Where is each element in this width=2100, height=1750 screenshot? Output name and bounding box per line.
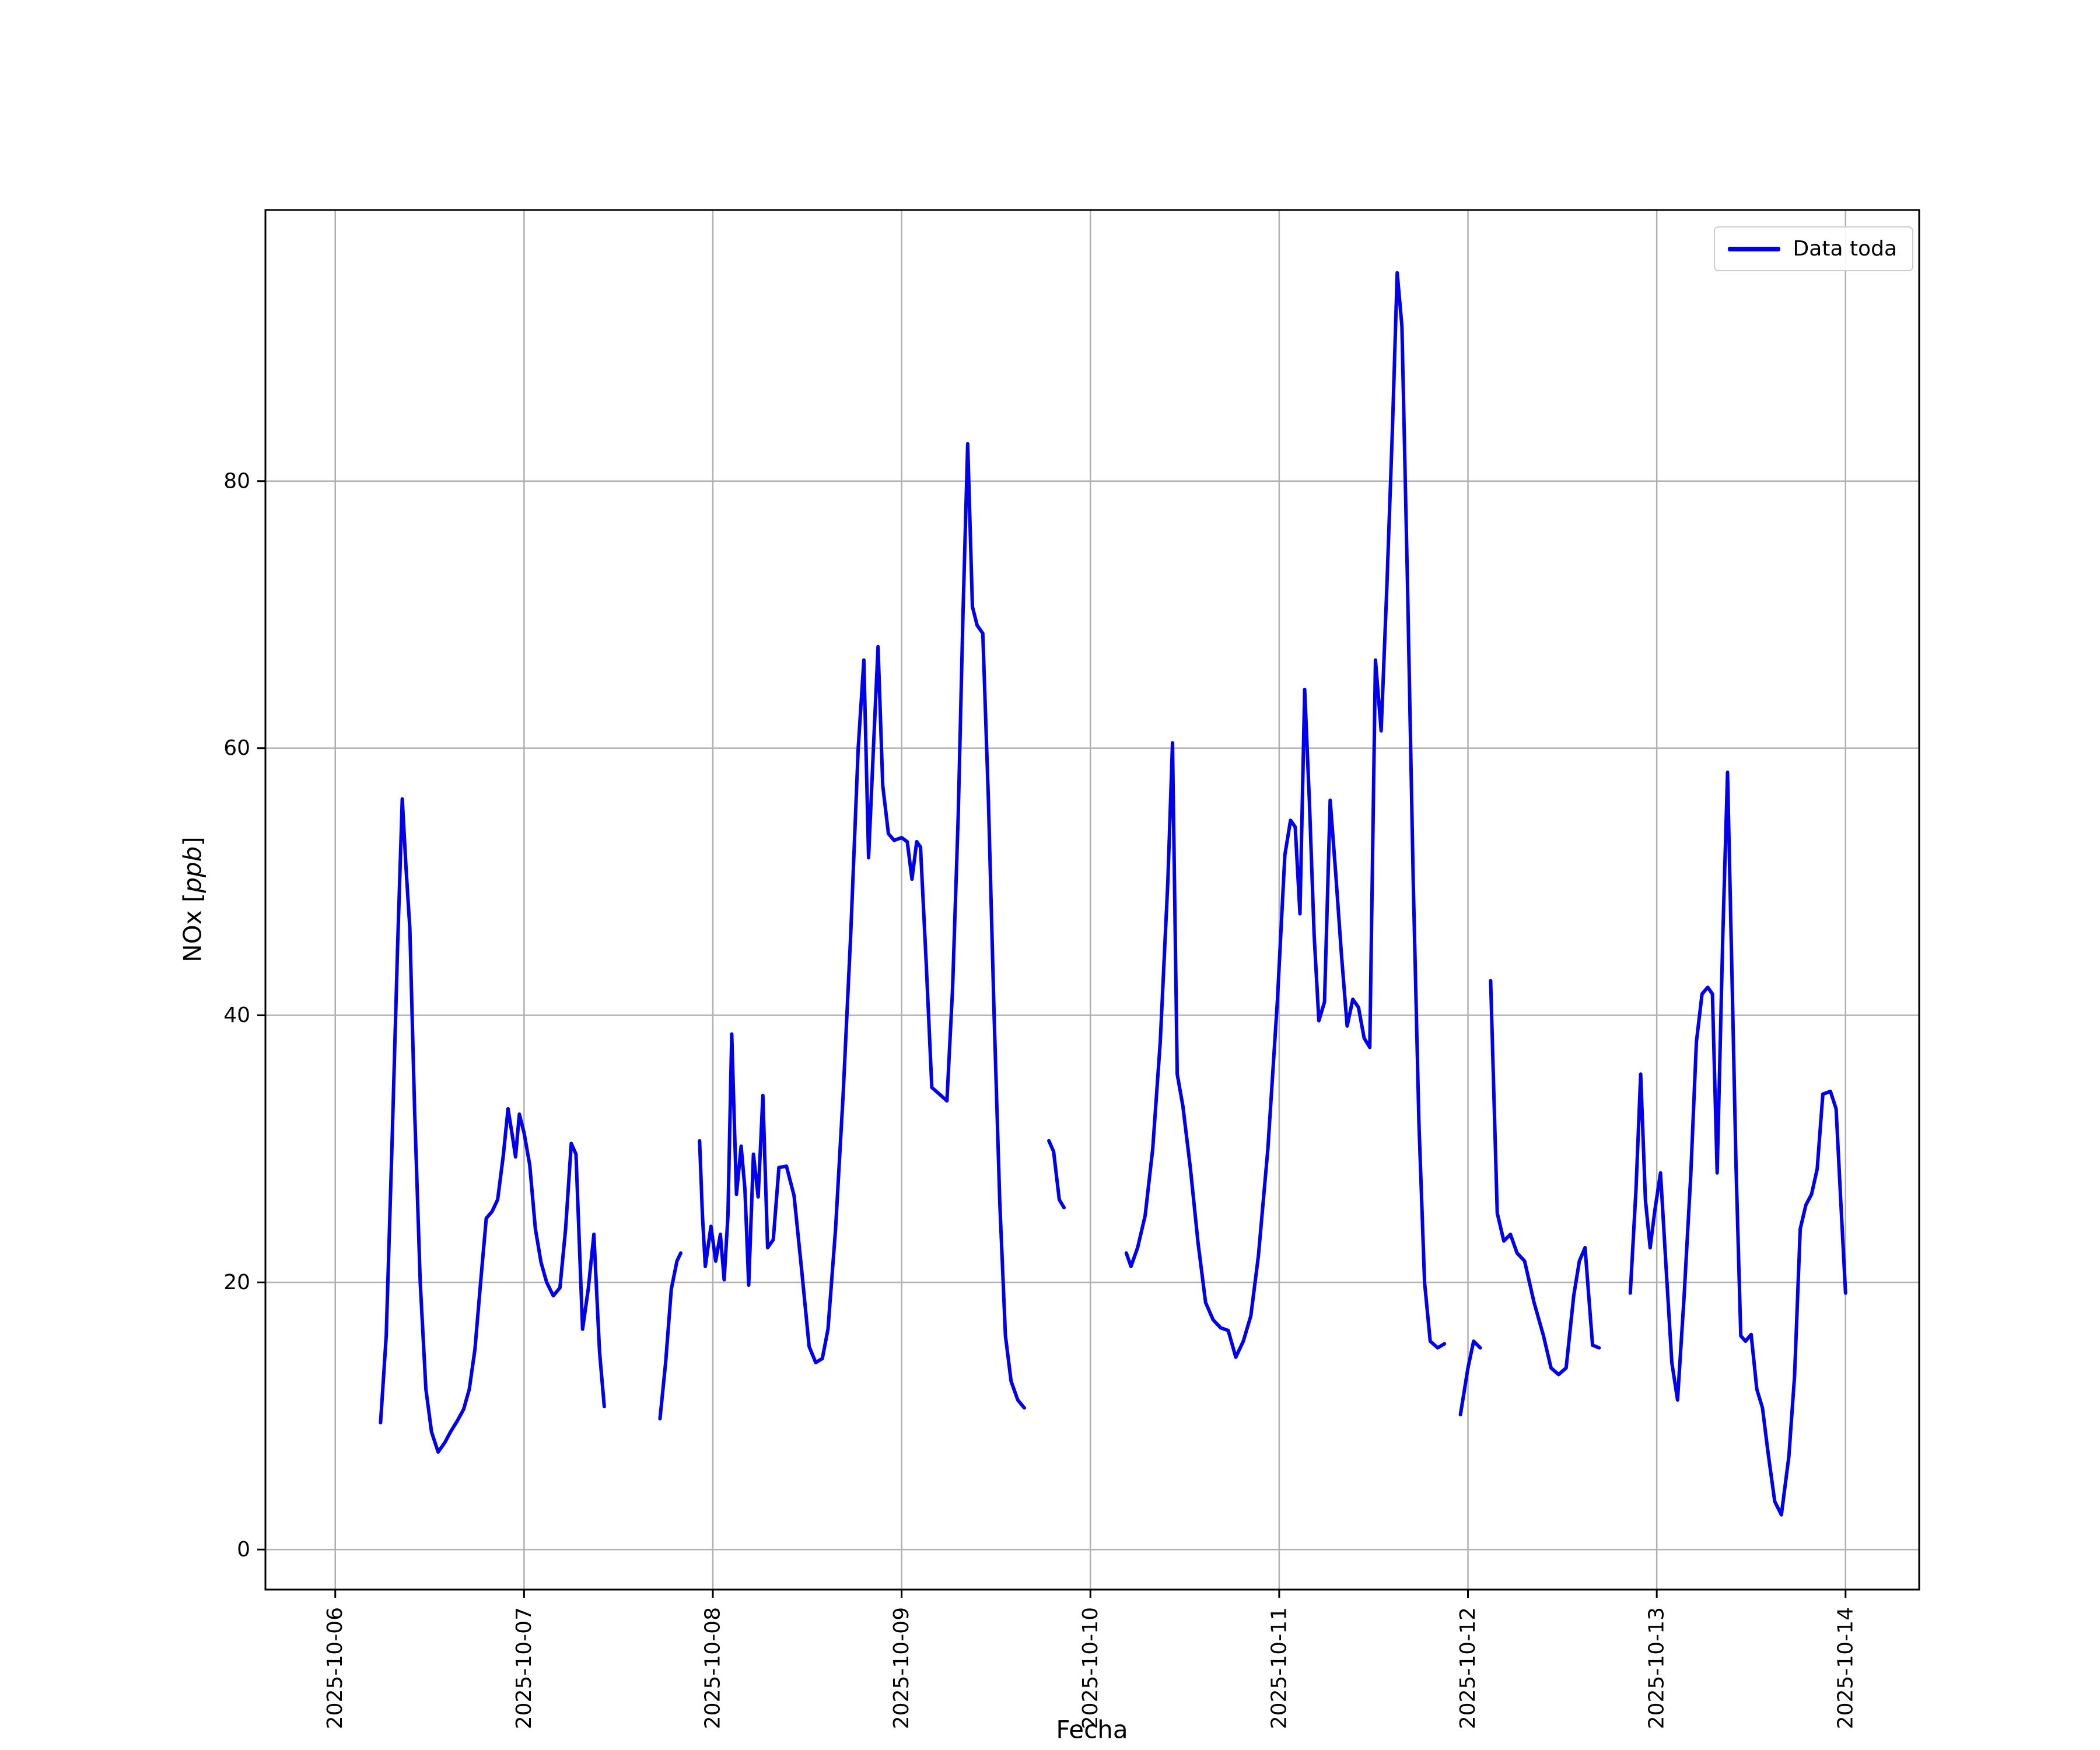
y-tick-label: 0 (237, 1538, 250, 1562)
series-line (1458, 1339, 1482, 1417)
y-axis-label-prefix: NOx [ (178, 892, 207, 963)
series-line (1489, 979, 1601, 1377)
x-tick-label: 2025-10-07 (512, 1607, 536, 1729)
y-axis-label-unit: ppb (178, 846, 207, 893)
series-line (658, 1251, 682, 1420)
x-tick-label: 2025-10-09 (890, 1607, 914, 1729)
x-tick-label: 2025-10-11 (1267, 1607, 1291, 1729)
x-tick-label: 2025-10-14 (1833, 1607, 1857, 1729)
y-axis-label-suffix: ] (178, 836, 207, 846)
series-line (1628, 770, 1847, 1517)
series-line (1047, 1139, 1066, 1210)
legend-label: Data toda (1793, 237, 1897, 261)
x-axis-label: Fecha (1056, 1715, 1128, 1744)
legend: Data toda (1713, 226, 1913, 271)
y-axis-label: NOx [ppb] (178, 836, 207, 962)
series-line (379, 797, 606, 1454)
y-tick-label: 20 (223, 1270, 250, 1294)
legend-line-sample (1727, 246, 1780, 251)
x-tick-label: 2025-10-06 (323, 1607, 347, 1729)
x-tick-label: 2025-10-08 (701, 1607, 725, 1729)
series-line (698, 442, 1026, 1410)
y-tick-label: 40 (223, 1003, 250, 1027)
x-tick-label: 2025-10-12 (1456, 1607, 1480, 1729)
series-line (1124, 271, 1447, 1359)
plot-border (264, 209, 1920, 1591)
y-tick-label: 60 (223, 736, 250, 760)
x-tick-label: 2025-10-13 (1645, 1607, 1669, 1729)
y-tick-label: 80 (223, 469, 250, 493)
x-tick-label: 2025-10-10 (1079, 1607, 1102, 1729)
